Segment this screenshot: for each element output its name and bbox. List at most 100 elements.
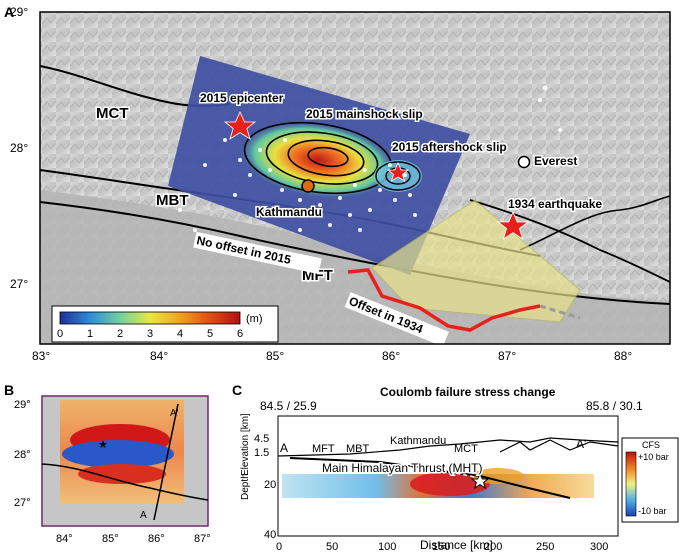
panel-b-label: B bbox=[4, 382, 15, 398]
svg-text:300: 300 bbox=[590, 541, 608, 553]
panel-c-right-coord: 85.8 / 30.1 bbox=[586, 399, 643, 413]
svg-text:0: 0 bbox=[57, 328, 63, 340]
cfs-legend-bar bbox=[625, 451, 637, 517]
panel-b-profile-line bbox=[153, 403, 179, 521]
panel-c-section: Coulomb failure stress change 84.5 / 25.… bbox=[240, 385, 679, 553]
svg-text:27°: 27° bbox=[14, 497, 31, 509]
everest-marker bbox=[517, 155, 531, 169]
svg-text:86°: 86° bbox=[382, 349, 400, 363]
svg-text:28°: 28° bbox=[14, 449, 31, 461]
cfs-red-zone-south bbox=[78, 464, 166, 484]
kathmandu-label: Kathmandu bbox=[256, 205, 322, 219]
section-elev-ticks: 4.5 1.5 bbox=[254, 433, 269, 459]
panel-c-title: Coulomb failure stress change bbox=[380, 385, 556, 399]
svg-text:3: 3 bbox=[147, 328, 153, 340]
svg-text:5: 5 bbox=[207, 328, 213, 340]
aftershock-slip-label: 2015 aftershock slip bbox=[392, 140, 507, 154]
eq-1934-label: 1934 earthquake bbox=[508, 197, 602, 211]
colorbar-ticks: 0 1 2 3 4 5 6 bbox=[57, 328, 243, 340]
svg-text:50: 50 bbox=[326, 541, 338, 553]
map-frame bbox=[39, 11, 671, 345]
slip-colorbar bbox=[59, 311, 241, 325]
svg-text:4.5: 4.5 bbox=[254, 433, 269, 445]
section-depth-ticks: 20 40 bbox=[264, 479, 276, 541]
svg-text:2: 2 bbox=[117, 328, 123, 340]
section-a: A bbox=[280, 441, 288, 455]
svg-text:100: 100 bbox=[378, 541, 396, 553]
svg-text:40: 40 bbox=[264, 529, 276, 541]
lat-ticks: 29° 28° 27° bbox=[10, 5, 28, 291]
epicenter-label: 2015 epicenter bbox=[200, 91, 284, 105]
kathmandu-marker bbox=[301, 179, 315, 193]
svg-text:1.5: 1.5 bbox=[254, 447, 269, 459]
epicenter-2015-star bbox=[223, 111, 257, 140]
cfs-legend-top: +10 bar bbox=[638, 452, 669, 462]
panel-c-left-coord: 84.5 / 25.9 bbox=[260, 399, 317, 413]
section-depth-label: Depth bbox=[240, 473, 251, 500]
mht-dashed bbox=[379, 463, 481, 479]
panel-b-a: A bbox=[140, 510, 147, 521]
svg-text:200: 200 bbox=[484, 541, 502, 553]
panel-b-a-prime: A' bbox=[170, 408, 179, 419]
panel-b-lat-ticks: 29° 28° 27° bbox=[14, 399, 31, 509]
section-kathmandu: Kathmandu bbox=[390, 435, 446, 447]
svg-text:20: 20 bbox=[264, 479, 276, 491]
mainshock-slip-field bbox=[238, 120, 398, 200]
svg-text:27°: 27° bbox=[10, 277, 28, 291]
section-x-ticks: 0 50 100 150 200 250 300 bbox=[276, 541, 608, 553]
svg-text:85°: 85° bbox=[266, 349, 284, 363]
panel-b-map: A' A ★ 29° 28° 27° 84° 85° 86° 87° bbox=[14, 395, 211, 545]
panel-c-label: C bbox=[232, 382, 243, 398]
colorbar-unit: (m) bbox=[246, 313, 263, 325]
svg-text:29°: 29° bbox=[10, 5, 28, 19]
section-topography bbox=[277, 437, 619, 457]
earthquake-1934-star bbox=[496, 210, 530, 240]
svg-text:150: 150 bbox=[432, 541, 450, 553]
cfs-blue-zone bbox=[62, 440, 174, 468]
svg-text:6: 6 bbox=[237, 328, 243, 340]
cfs-legend-bottom: -10 bar bbox=[638, 506, 667, 516]
section-mft: MFT bbox=[312, 443, 335, 455]
panel-a-label: A bbox=[4, 4, 15, 20]
aftershock-dots bbox=[178, 85, 562, 232]
offset-1934-fault bbox=[347, 268, 541, 332]
panel-a-map: 2015 epicenter 2015 mainshock slip 2015 … bbox=[10, 5, 671, 363]
section-elev-label: Elevation [km] bbox=[240, 413, 251, 476]
svg-text:4: 4 bbox=[177, 328, 183, 340]
svg-text:84°: 84° bbox=[150, 349, 168, 363]
svg-text:85°: 85° bbox=[102, 533, 119, 545]
panel-b-star: ★ bbox=[98, 439, 108, 451]
panel-b-lon-ticks: 84° 85° 86° 87° bbox=[56, 533, 211, 545]
northern-fault-line bbox=[519, 195, 671, 251]
lon-ticks: 83° 84° 85° 86° 87° 88° bbox=[32, 349, 632, 363]
section-red-lobe bbox=[410, 472, 490, 496]
svg-text:0: 0 bbox=[276, 541, 282, 553]
offset-1934-extension bbox=[539, 304, 581, 320]
section-mct: MCT bbox=[454, 443, 478, 455]
mbt-label: MBT bbox=[156, 192, 189, 209]
svg-text:87°: 87° bbox=[194, 533, 211, 545]
cfs-legend-title: CFS bbox=[642, 440, 660, 450]
svg-text:83°: 83° bbox=[32, 349, 50, 363]
mainshock-slip-label: 2015 mainshock slip bbox=[306, 107, 423, 121]
section-a-prime: A' bbox=[576, 437, 586, 451]
section-hypocenter-star bbox=[470, 472, 490, 490]
section-mbt: MBT bbox=[346, 443, 370, 455]
svg-text:28°: 28° bbox=[10, 141, 28, 155]
section-topo-mountains bbox=[499, 439, 619, 453]
mht-fault bbox=[289, 457, 571, 499]
svg-text:250: 250 bbox=[536, 541, 554, 553]
east-fault-line bbox=[469, 199, 671, 283]
section-x-label: Distance [km] bbox=[420, 538, 493, 552]
section-mht-label: Main Himalayan Thrust (MHT) bbox=[322, 461, 482, 475]
everest-label: Everest bbox=[534, 154, 577, 168]
svg-text:88°: 88° bbox=[614, 349, 632, 363]
svg-text:29°: 29° bbox=[14, 399, 31, 411]
svg-text:87°: 87° bbox=[498, 349, 516, 363]
svg-text:1: 1 bbox=[87, 328, 93, 340]
mct-label: MCT bbox=[96, 105, 129, 122]
svg-text:86°: 86° bbox=[148, 533, 165, 545]
aftershock-star bbox=[386, 161, 410, 182]
svg-text:84°: 84° bbox=[56, 533, 73, 545]
panel-b-faults bbox=[41, 463, 209, 501]
